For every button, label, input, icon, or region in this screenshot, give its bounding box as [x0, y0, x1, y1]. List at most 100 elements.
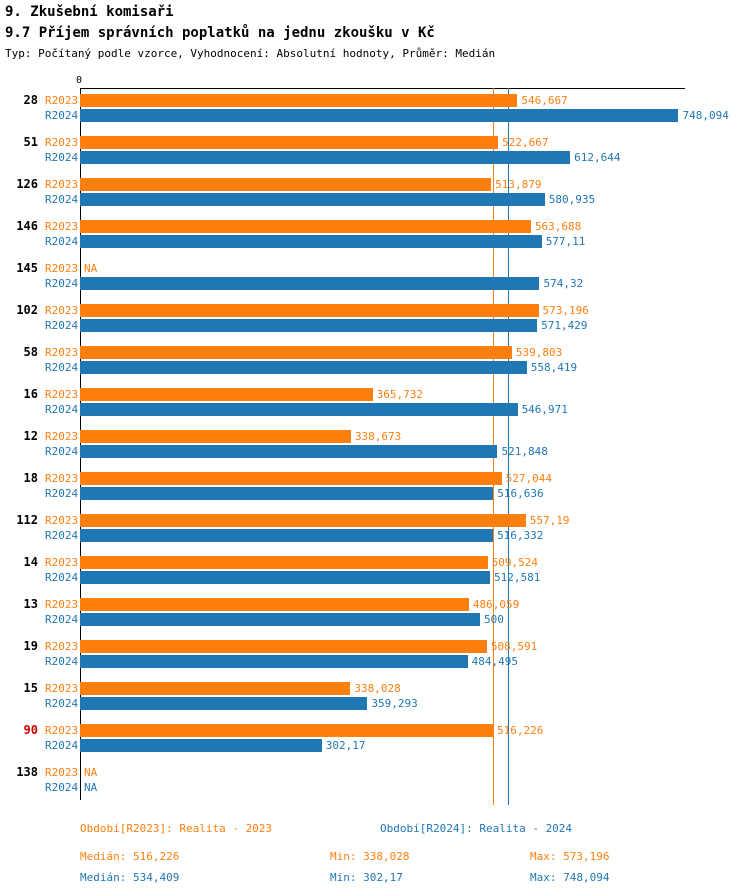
series-label-r2023: R2023 [45, 682, 79, 695]
category-label: 102 [16, 303, 38, 317]
bar-r2023 [80, 178, 492, 191]
series-label-r2023: R2023 [45, 640, 79, 653]
series-label-r2023: R2023 [45, 262, 79, 275]
category-label: 28 [23, 93, 38, 107]
value-label: 338,673 [354, 430, 402, 443]
value-label: 580,935 [548, 193, 596, 206]
bar-r2024 [80, 235, 542, 248]
series-label-r2023: R2023 [45, 346, 79, 359]
value-label: 573,196 [542, 304, 589, 317]
chart-title: 9.7 Příjem správních poplatků na jednu z… [5, 25, 435, 41]
category-label: 90 [23, 723, 38, 737]
value-label: 516,332 [497, 529, 544, 542]
value-label: 365,732 [376, 388, 423, 401]
series-label-r2024: R2024 [45, 697, 79, 710]
value-label: 522,667 [502, 136, 549, 149]
series-label-r2024: R2024 [45, 109, 79, 122]
bar-r2023 [80, 598, 469, 611]
category-label: 15 [23, 681, 38, 695]
report-title: 9. Zkušební komisaři [5, 4, 174, 20]
bar-r2024 [80, 697, 368, 710]
value-label-na: NA [84, 766, 98, 779]
legend-r2024: Období[R2024]: Realita - 2024 [380, 822, 573, 835]
value-label: 557,19 [529, 514, 570, 527]
bar-r2023 [80, 94, 518, 107]
bar-chart: 0 28 R2023 546,667 R2024 748,094 51 R2023 522,66… [16, 75, 729, 805]
category-label: 112 [16, 513, 38, 527]
value-label-na: NA [84, 781, 98, 794]
series-label-r2023: R2023 [45, 94, 79, 107]
value-label: 302,17 [325, 739, 366, 752]
bar-r2023 [80, 682, 351, 695]
bar-r2024 [80, 487, 494, 500]
series-label-r2024: R2024 [45, 403, 79, 416]
bar-r2024 [80, 319, 538, 332]
value-label: 577,11 [545, 235, 586, 248]
value-label: 571,429 [541, 319, 588, 332]
series-label-r2024: R2024 [45, 571, 79, 584]
bar-r2023 [80, 556, 488, 569]
axis-top-line [80, 88, 685, 89]
stat-median-r2024: Medián: 534,409 [80, 871, 180, 884]
series-label-r2024: R2024 [45, 781, 79, 794]
series-label-r2024: R2024 [45, 235, 79, 248]
series-label-r2024: R2024 [45, 361, 79, 374]
bar-r2023 [80, 514, 526, 527]
category-label: 14 [23, 555, 38, 569]
series-label-r2023: R2023 [45, 556, 79, 569]
stat-min-r2023: Min: 338,028 [330, 850, 410, 863]
bar-r2023 [80, 388, 373, 401]
category-label: 18 [23, 471, 38, 485]
series-label-r2024: R2024 [45, 319, 79, 332]
category-label: 145 [16, 261, 38, 275]
series-label-r2024: R2024 [45, 655, 79, 668]
series-label-r2023: R2023 [45, 766, 79, 779]
bar-r2024 [80, 445, 498, 458]
bar-r2023 [80, 136, 499, 149]
series-label-r2023: R2023 [45, 514, 79, 527]
series-label-r2024: R2024 [45, 739, 79, 752]
value-label: 516,636 [497, 487, 544, 500]
value-label: 508,591 [490, 640, 538, 653]
value-label: 484,495 [471, 655, 518, 668]
legend-r2023: Období[R2023]: Realita - 2023 [80, 822, 273, 835]
axis-zero-label: 0 [76, 75, 83, 86]
value-label: 500 [484, 613, 504, 626]
value-label: 359,293 [371, 697, 418, 710]
series-label-r2023: R2023 [45, 178, 79, 191]
bar-r2023 [80, 220, 531, 233]
series-label-r2023: R2023 [45, 136, 79, 149]
series-label-r2024: R2024 [45, 151, 79, 164]
series-label-r2023: R2023 [45, 724, 79, 737]
category-label: 16 [23, 387, 38, 401]
bar-r2023 [80, 430, 351, 443]
bar-r2024 [80, 151, 571, 164]
category-label: 51 [23, 135, 38, 149]
category-label: 146 [16, 219, 38, 233]
value-label: 521,848 [501, 445, 548, 458]
value-label: 546,971 [521, 403, 568, 416]
value-label: 509,524 [491, 556, 538, 569]
bar-r2024 [80, 613, 480, 626]
series-label-r2024: R2024 [45, 193, 79, 206]
series-label-r2023: R2023 [45, 220, 79, 233]
bar-r2024 [80, 739, 322, 752]
category-label: 126 [16, 177, 38, 191]
bar-r2024 [80, 571, 491, 584]
bar-r2023 [80, 346, 512, 359]
value-label: 486,059 [472, 598, 520, 611]
stat-median-r2023: Medián: 516,226 [80, 850, 180, 863]
value-label-na: NA [84, 262, 98, 275]
bar-r2024 [80, 655, 468, 668]
bar-r2023 [80, 472, 502, 485]
value-label: 574,32 [543, 277, 584, 290]
series-label-r2024: R2024 [45, 487, 79, 500]
category-label: 19 [23, 639, 38, 653]
value-label: 539,803 [515, 346, 563, 359]
series-label-r2023: R2023 [45, 472, 79, 485]
value-label: 512,581 [494, 571, 541, 584]
stat-max-r2024: Max: 748,094 [530, 871, 610, 884]
series-label-r2023: R2023 [45, 598, 79, 611]
value-label: 748,094 [682, 109, 729, 122]
